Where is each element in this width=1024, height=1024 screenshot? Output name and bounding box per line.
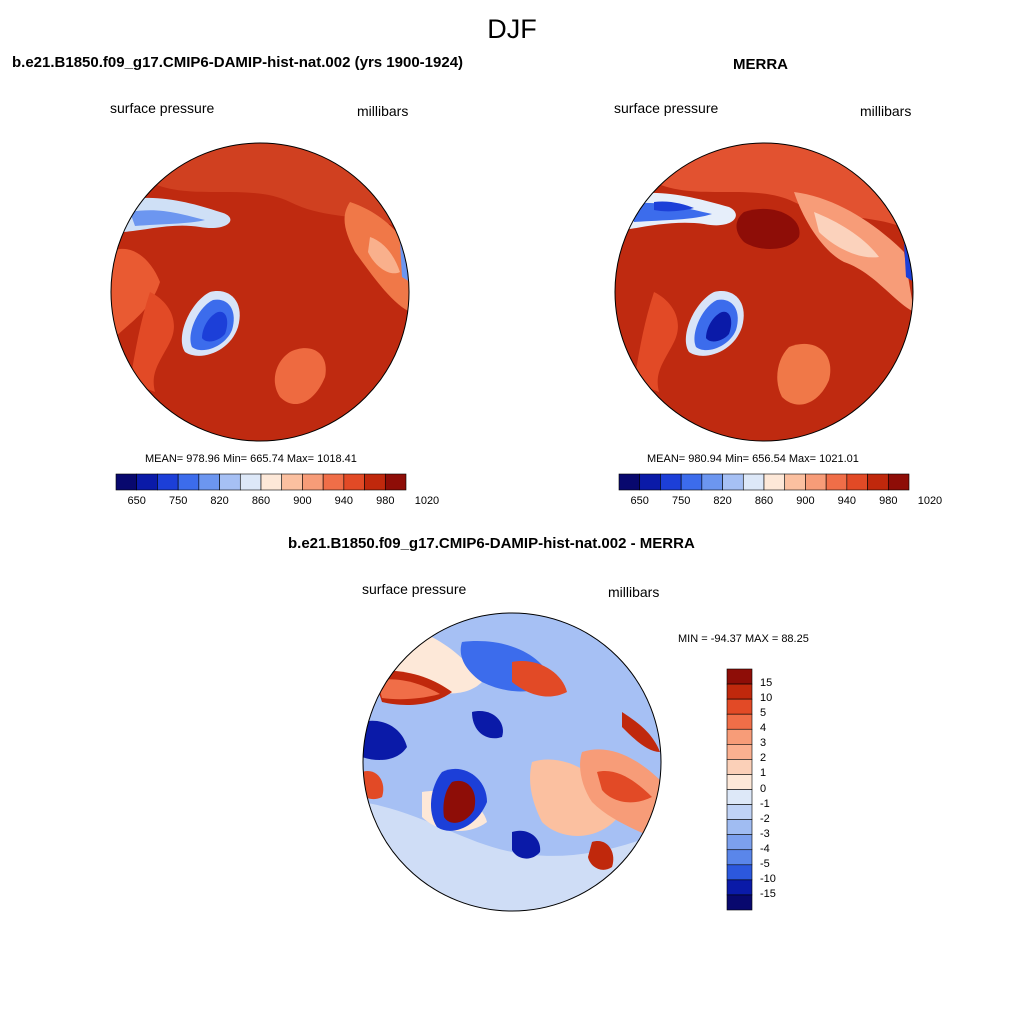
diff-colorbar-swatch (726, 668, 753, 685)
diff-colorbar-swatch (726, 819, 753, 835)
panel2-colorbar-swatch (887, 473, 910, 491)
diff-colorbar-swatch (726, 834, 753, 851)
panel2-colorbar-tick-label: 900 (796, 495, 815, 507)
panel2-colorbar-swatch (846, 473, 868, 491)
panel2-title: MERRA (733, 56, 788, 73)
panel2-colorbar-tick-label: 860 (754, 495, 774, 507)
diff-colorbar-tick-label: -3 (760, 827, 770, 840)
panel2-polar-map (614, 142, 914, 442)
panel2-colorbar-swatch (722, 473, 744, 491)
panel1-colorbar-swatch (260, 473, 283, 491)
diff-variable-label: surface pressure (362, 581, 467, 597)
panel1-colorbar-swatch (343, 473, 365, 491)
diff-colorbar (726, 668, 753, 911)
panel1-colorbar-swatch (136, 473, 158, 491)
diff-colorbar-swatch (726, 849, 753, 866)
panel2-colorbar-swatch (680, 473, 703, 491)
diff-colorbar-swatch (726, 744, 753, 760)
panel2-variable-label: surface pressure (614, 100, 719, 116)
panel2-colorbar-tick-label: 940 (837, 495, 857, 507)
diff-colorbar-tick-label: -4 (760, 842, 770, 855)
panel1-colorbar-tick-label: 1020 (414, 495, 440, 507)
panel1-colorbar-tick-label: 820 (210, 495, 229, 507)
panel2-colorbar-swatch (867, 473, 889, 491)
diff-colorbar-tick-label: 4 (760, 722, 767, 735)
diff-colorbar-tick-label: 5 (760, 707, 767, 720)
figure-title: DJF (487, 14, 537, 44)
panel1-colorbar (115, 473, 407, 491)
panel1-colorbar-tick-label: 940 (334, 495, 354, 507)
diff-title: b.e21.B1850.f09_g17.CMIP6-DAMIP-hist-nat… (288, 535, 695, 552)
diff-colorbar-swatch (726, 683, 753, 700)
panel2-colorbar-swatch (742, 473, 765, 491)
panel1-variable-label: surface pressure (110, 100, 215, 116)
panel1-colorbar-tick-label: 650 (127, 495, 146, 507)
panel1-colorbar-tick-label: 900 (293, 495, 312, 507)
panel1-colorbar-swatch (322, 473, 345, 491)
panel2-colorbar-tick-label: 980 (879, 495, 898, 507)
panel1-colorbar-swatch (177, 473, 200, 491)
diff-colorbar-swatch (726, 804, 753, 820)
panel1-polar-map (110, 142, 410, 442)
panel1-colorbar-swatch (115, 473, 138, 491)
diff-colorbar-swatch (726, 713, 753, 730)
panel2-colorbar-swatch (660, 473, 682, 491)
panel1-colorbar-swatch (239, 473, 262, 491)
panel2-colorbar-tick-label: 1020 (917, 495, 943, 507)
diff-colorbar-swatch (726, 728, 753, 745)
diff-colorbar-tick-label: 2 (760, 752, 767, 765)
panel1-colorbar-swatch (219, 473, 241, 491)
panel2-stats: MEAN= 980.94 Min= 656.54 Max= 1021.01 (647, 453, 859, 465)
panel1-colorbar-tick-label: 860 (251, 495, 271, 507)
diff-stats: MIN = -94.37 MAX = 88.25 (678, 633, 809, 645)
panel1-title: b.e21.B1850.f09_g17.CMIP6-DAMIP-hist-nat… (12, 54, 464, 71)
diff-colorbar-tick-label: -2 (760, 812, 770, 825)
diff-colorbar-tick-label: 15 (760, 677, 773, 690)
panel1-colorbar-swatch (281, 473, 303, 491)
panel1-units-label: millibars (357, 103, 409, 119)
diff-colorbar-swatch (726, 774, 753, 790)
panel2-colorbar-tick-label: 820 (713, 495, 732, 507)
diff-polar-map (362, 612, 662, 912)
panel1-colorbar-tick-label: 980 (376, 495, 395, 507)
panel2-colorbar-swatch (825, 473, 848, 491)
panel2-units-label: millibars (860, 103, 912, 119)
panel2-colorbar-swatch (784, 473, 806, 491)
diff-colorbar-tick-label: -1 (760, 797, 770, 810)
diff-colorbar-tick-label: 1 (760, 767, 767, 780)
panel1-stats: MEAN= 978.96 Min= 665.74 Max= 1018.41 (145, 453, 357, 465)
panel1-colorbar-swatch (364, 473, 386, 491)
diff-colorbar-tick-label: -5 (760, 857, 770, 870)
panel2-colorbar-swatch (805, 473, 827, 491)
panel2-colorbar-swatch (701, 473, 723, 491)
panel1-colorbar-swatch (302, 473, 324, 491)
diff-colorbar-tick-label: 3 (760, 737, 767, 750)
diff-colorbar-swatch (726, 864, 753, 881)
diff-units-label: millibars (608, 584, 660, 600)
diff-colorbar-tick-label: 0 (760, 782, 767, 795)
panel2-colorbar-swatch (763, 473, 786, 491)
diff-colorbar-swatch (726, 789, 753, 805)
panel2-colorbar (618, 473, 910, 491)
diff-colorbar-swatch (726, 759, 753, 775)
diff-colorbar-tick-label: -15 (760, 887, 776, 900)
panel2-colorbar-tick-label: 750 (671, 495, 691, 507)
diff-colorbar-tick-label: -10 (760, 872, 776, 885)
diff-colorbar-swatch (726, 894, 753, 911)
panel2-colorbar-swatch (618, 473, 641, 491)
diff-colorbar-swatch (726, 879, 753, 896)
panel1-colorbar-swatch (198, 473, 220, 491)
panel1-colorbar-tick-label: 750 (168, 495, 188, 507)
diff-colorbar-swatch (726, 698, 753, 715)
panel1-colorbar-swatch (157, 473, 179, 491)
diff-colorbar-tick-label: 10 (760, 692, 773, 705)
panel2-colorbar-swatch (639, 473, 661, 491)
panel2-colorbar-tick-label: 650 (630, 495, 649, 507)
panel1-colorbar-swatch (384, 473, 407, 491)
